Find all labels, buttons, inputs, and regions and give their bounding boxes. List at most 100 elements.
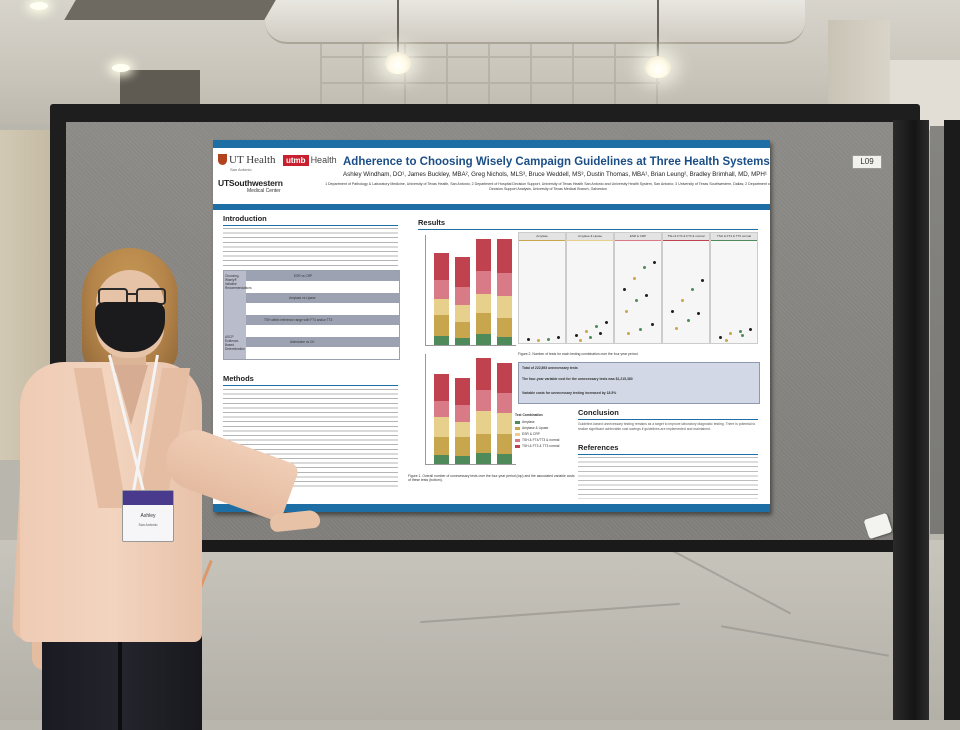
introduction-heading: Introduction [223, 214, 267, 223]
scatter-point [579, 338, 582, 342]
bar-segment [476, 411, 491, 435]
scatter-point [625, 310, 628, 313]
scatter-panel: ESR & CRP [614, 232, 662, 344]
legend-swatch [515, 420, 520, 424]
scatter-point [585, 329, 588, 333]
bar-segment [497, 239, 512, 274]
guidelines-table: Choosing Wisely® Initiative Recommendati… [223, 270, 400, 360]
bar-segment [476, 239, 491, 272]
section-rule [223, 225, 398, 226]
bar-segment [497, 317, 512, 337]
scatter-point [527, 337, 530, 341]
poster-authors: Ashley Windham, DO¹, James Buckley, MBA²… [343, 171, 767, 178]
scatter-point [741, 334, 744, 338]
results-callout: Total of 222,893 unnecessary tests The f… [518, 362, 760, 404]
legend-item: Amylase [515, 420, 535, 424]
ceiling-light [30, 2, 48, 10]
legend-label: ESR & CRP [522, 432, 540, 436]
figure2-caption: Figure 2. Number of tests for each testi… [518, 352, 639, 356]
references-text [578, 457, 758, 499]
bar-segment [455, 421, 470, 438]
bar-segment [476, 294, 491, 314]
unnecessary-tests-bar-chart [425, 235, 516, 346]
references-heading: References [578, 443, 619, 452]
utmb-logo-box: utmb [283, 155, 309, 166]
scatter-point [681, 299, 684, 302]
bar-segment [434, 315, 449, 336]
section-rule [578, 454, 758, 455]
scatter-point [651, 323, 654, 327]
bar-segment [497, 362, 512, 394]
pendant-lamp [645, 56, 671, 78]
bar-segment [476, 313, 491, 335]
table-row-label: Choosing Wisely® Initiative Recommendati… [225, 274, 252, 290]
ut-shield-icon [218, 154, 227, 165]
board-post [893, 120, 929, 720]
board-post [944, 120, 960, 720]
pendant-lamp [385, 52, 411, 74]
callout-line: The four-year variable cost for the unne… [522, 377, 633, 381]
bar-segment [455, 437, 470, 457]
stacked-bar [497, 362, 512, 464]
ut-health-logo-sub: San Antonio [230, 167, 252, 172]
bar-segment [455, 257, 470, 287]
results-heading: Results [418, 218, 446, 227]
poster-affiliations: 1 Department of Pathology & Laboratory M… [325, 182, 770, 191]
legend-swatch [515, 438, 520, 442]
legend-label: TSH & FT4/TT3 & normal [522, 438, 560, 442]
legend-item: TSH & FT3 & TT3 normal [515, 444, 559, 448]
scatter-point [599, 332, 602, 335]
bar-segment [455, 456, 470, 464]
legend-title: Test Combination [515, 413, 543, 417]
board-crossbar [190, 540, 910, 552]
bar-segment [434, 335, 449, 345]
scatter-point [633, 277, 636, 280]
utmb-logo-text: Health [310, 155, 337, 165]
ceiling-beam [120, 70, 200, 108]
bar-segment [497, 453, 512, 464]
bar-segment [455, 286, 470, 305]
scatter-point [725, 338, 728, 342]
bar-segment [455, 304, 470, 323]
scatter-point [691, 288, 694, 291]
bar-segment [455, 322, 470, 338]
ut-health-logo: UT Health [218, 154, 276, 166]
ut-southwestern-logo-sub: Medical Center [247, 188, 281, 194]
scatter-point [589, 336, 592, 340]
section-rule [418, 229, 758, 230]
lamp-cord [397, 0, 399, 52]
bar-segment [434, 280, 449, 299]
stacked-bar [455, 257, 470, 345]
scatter-panel-title: TSH & FT4 & TT3 normal [711, 233, 757, 241]
bar-segment [434, 252, 449, 281]
scatter-point [627, 332, 630, 335]
badge-band [123, 491, 173, 505]
legend-swatch [515, 426, 520, 430]
ut-southwestern-logo: UTSouthwestern [218, 178, 283, 188]
scatter-point [671, 310, 674, 313]
scatter-point [749, 327, 752, 331]
stacked-bar [497, 239, 512, 345]
scatter-point [595, 325, 598, 329]
name-badge: Ashley San Antonio [122, 490, 174, 542]
poster-top-bar [213, 140, 770, 148]
table-header: Adenosine vs CK [290, 340, 315, 344]
scatter-point [729, 332, 732, 335]
scatter-point [605, 321, 608, 324]
stacked-bar [455, 378, 470, 464]
table-header: Amylase vs Lipase [289, 296, 316, 300]
bar-segment [455, 404, 470, 422]
bar-segment [497, 336, 512, 345]
callout-line: Total of 222,893 unnecessary tests [522, 366, 578, 370]
table-header-bar [246, 337, 399, 347]
scatter-panel-title: ESR & CRP [615, 233, 661, 241]
bar-segment [476, 334, 491, 345]
bar-segment [476, 453, 491, 464]
badge-name: Ashley [140, 513, 156, 519]
conclusion-text: Guideline-based unnecessary testing rema… [578, 422, 756, 431]
ceiling-beam [64, 0, 276, 20]
legend-swatch [515, 444, 520, 448]
scatter-point [575, 334, 578, 338]
scatter-point [623, 288, 626, 291]
person-pants-gap [118, 640, 122, 730]
